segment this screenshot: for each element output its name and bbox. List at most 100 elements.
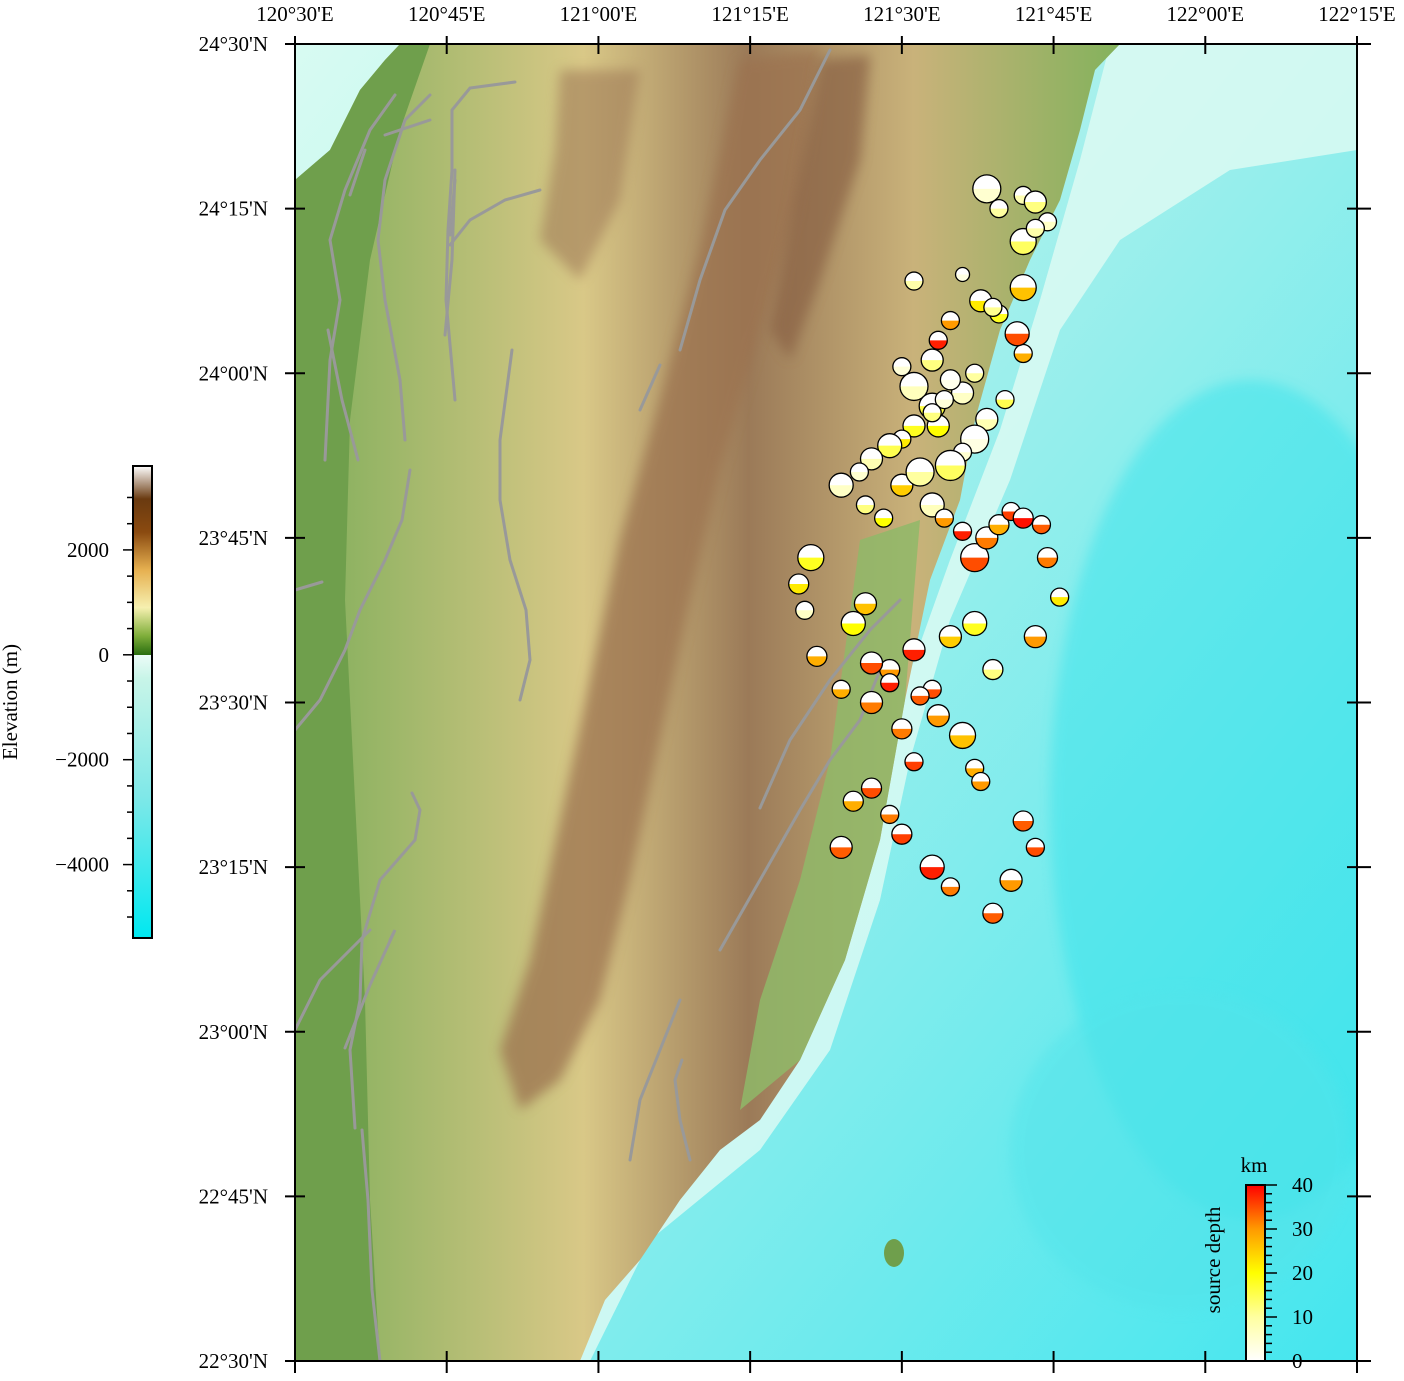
earthquake-point-bottom [955, 274, 970, 282]
earthquake-point-bottom [988, 524, 1009, 535]
earthquake-point [926, 704, 950, 728]
earthquake-point [1036, 546, 1059, 569]
fault-trace [295, 468, 412, 732]
fault-trace [448, 188, 542, 247]
earthquake-point [934, 449, 967, 482]
fault-trace [444, 80, 517, 402]
earthquake-point [788, 573, 810, 595]
earthquake-point-bottom [953, 531, 972, 541]
earthquake-point-bottom [962, 623, 987, 636]
earthquake-point [905, 457, 935, 487]
earthquake-point [1004, 321, 1030, 347]
earthquake-point-outline [910, 686, 930, 706]
earthquake-point [910, 686, 930, 706]
earthquake-point-bottom [982, 669, 1003, 680]
earthquake-point-outline [989, 198, 1009, 219]
depth-tick-label: 40 [1292, 1173, 1313, 1197]
earthquake-point [860, 777, 883, 799]
earthquake-point-bottom [1050, 597, 1069, 607]
earthquake-point-outline [853, 592, 878, 616]
earthquake-point [859, 651, 884, 675]
earthquake-point-outline [849, 462, 870, 482]
earthquake-point [983, 297, 1003, 318]
earthquake-point [840, 610, 866, 637]
earthquake-point-outline [877, 433, 903, 459]
depth-colorbar: 40 30 20 10 0 km source depth [1201, 1153, 1313, 1373]
earthquake-point-outline [829, 835, 853, 860]
earthquake-point-outline [988, 514, 1010, 536]
earthquake-point-bottom [806, 656, 827, 667]
depth-colorbar-gradient [1245, 1184, 1266, 1362]
lon-tick-label: 122°00'E [1167, 2, 1245, 26]
earthquake-point [999, 868, 1023, 892]
earthquake-point-bottom [880, 814, 899, 824]
earthquake-point-bottom [941, 886, 960, 896]
earthquake-point-bottom [951, 393, 974, 405]
earthquake-point-outline [1025, 218, 1046, 239]
fault-trace [326, 328, 360, 462]
earthquake-point-outline [972, 174, 1002, 204]
earthquake-point-outline [922, 403, 942, 423]
fault-trace [348, 148, 367, 197]
earthquake-point-outline [842, 790, 864, 812]
earthquake-point-outline [1036, 546, 1059, 569]
earthquake-point-outline [920, 348, 944, 372]
fault-trace [348, 791, 422, 1130]
lat-tick-label: 23°15'N [199, 855, 268, 879]
fault-trace [383, 118, 432, 137]
earthquake-point-outline [999, 868, 1023, 892]
earthquake-point [952, 521, 973, 541]
earthquake-point-bottom [1013, 821, 1034, 832]
earthquake-point-bottom [1032, 524, 1051, 534]
earthquake-point-bottom [891, 728, 912, 739]
earthquake-point [1025, 218, 1046, 239]
earthquake-point [1009, 273, 1037, 302]
earthquake-point-outline [891, 823, 913, 845]
earthquake-point [940, 877, 961, 897]
earthquake-point-outline [982, 902, 1004, 924]
fault-trace [498, 348, 532, 702]
earthquake-point-bottom [877, 445, 902, 458]
earthquake-point-bottom [1000, 880, 1023, 892]
earthquake-point-bottom [880, 682, 899, 692]
earthquake-point-outline [904, 752, 924, 772]
earthquake-point-bottom [935, 518, 954, 528]
depth-tick-label: 10 [1292, 1305, 1313, 1329]
earthquake-point [1013, 343, 1033, 364]
earthquake-point [797, 543, 825, 572]
earthquake-point-bottom [949, 735, 976, 749]
fault-trace [758, 598, 902, 810]
earthquake-point-outline [965, 363, 985, 383]
earthquake-point-outline [874, 508, 894, 528]
earthquake-layer [788, 174, 1070, 924]
earthquake-point [849, 462, 870, 482]
earthquake-point [806, 645, 828, 668]
lat-tick-label: 24°15'N [199, 197, 268, 221]
lat-tick-label: 22°45'N [199, 1184, 268, 1208]
earthquake-point-outline [962, 610, 988, 637]
earthquake-point [934, 389, 954, 410]
earthquake-point-outline [928, 330, 948, 350]
earthquake-point-bottom [1013, 518, 1034, 529]
earthquake-point-bottom [975, 537, 998, 549]
earthquake-point-bottom [927, 425, 950, 437]
earthquake-point-outline [939, 369, 962, 391]
earthquake-point [891, 718, 913, 740]
earthquake-point-bottom [1024, 636, 1047, 648]
earthquake-point-outline [1012, 810, 1034, 832]
earthquake-point [954, 266, 971, 283]
earthquake-point-bottom [1014, 353, 1033, 363]
earthquake-point [891, 823, 913, 845]
earthquake-point-bottom [920, 867, 945, 880]
earthquake-point-outline [983, 297, 1003, 318]
earthquake-point [828, 472, 854, 498]
earthquake-point [948, 721, 977, 750]
earthquake-point-bottom [860, 702, 883, 714]
earthquake-point-outline [938, 625, 963, 649]
elevation-colorbar-ticks: 2000 0 −2000 −4000 [55, 496, 133, 918]
earthquake-point [971, 771, 991, 792]
earthquake-point [988, 514, 1010, 536]
lat-tick-label: 23°30'N [199, 691, 268, 715]
earthquake-point-outline [828, 472, 854, 498]
